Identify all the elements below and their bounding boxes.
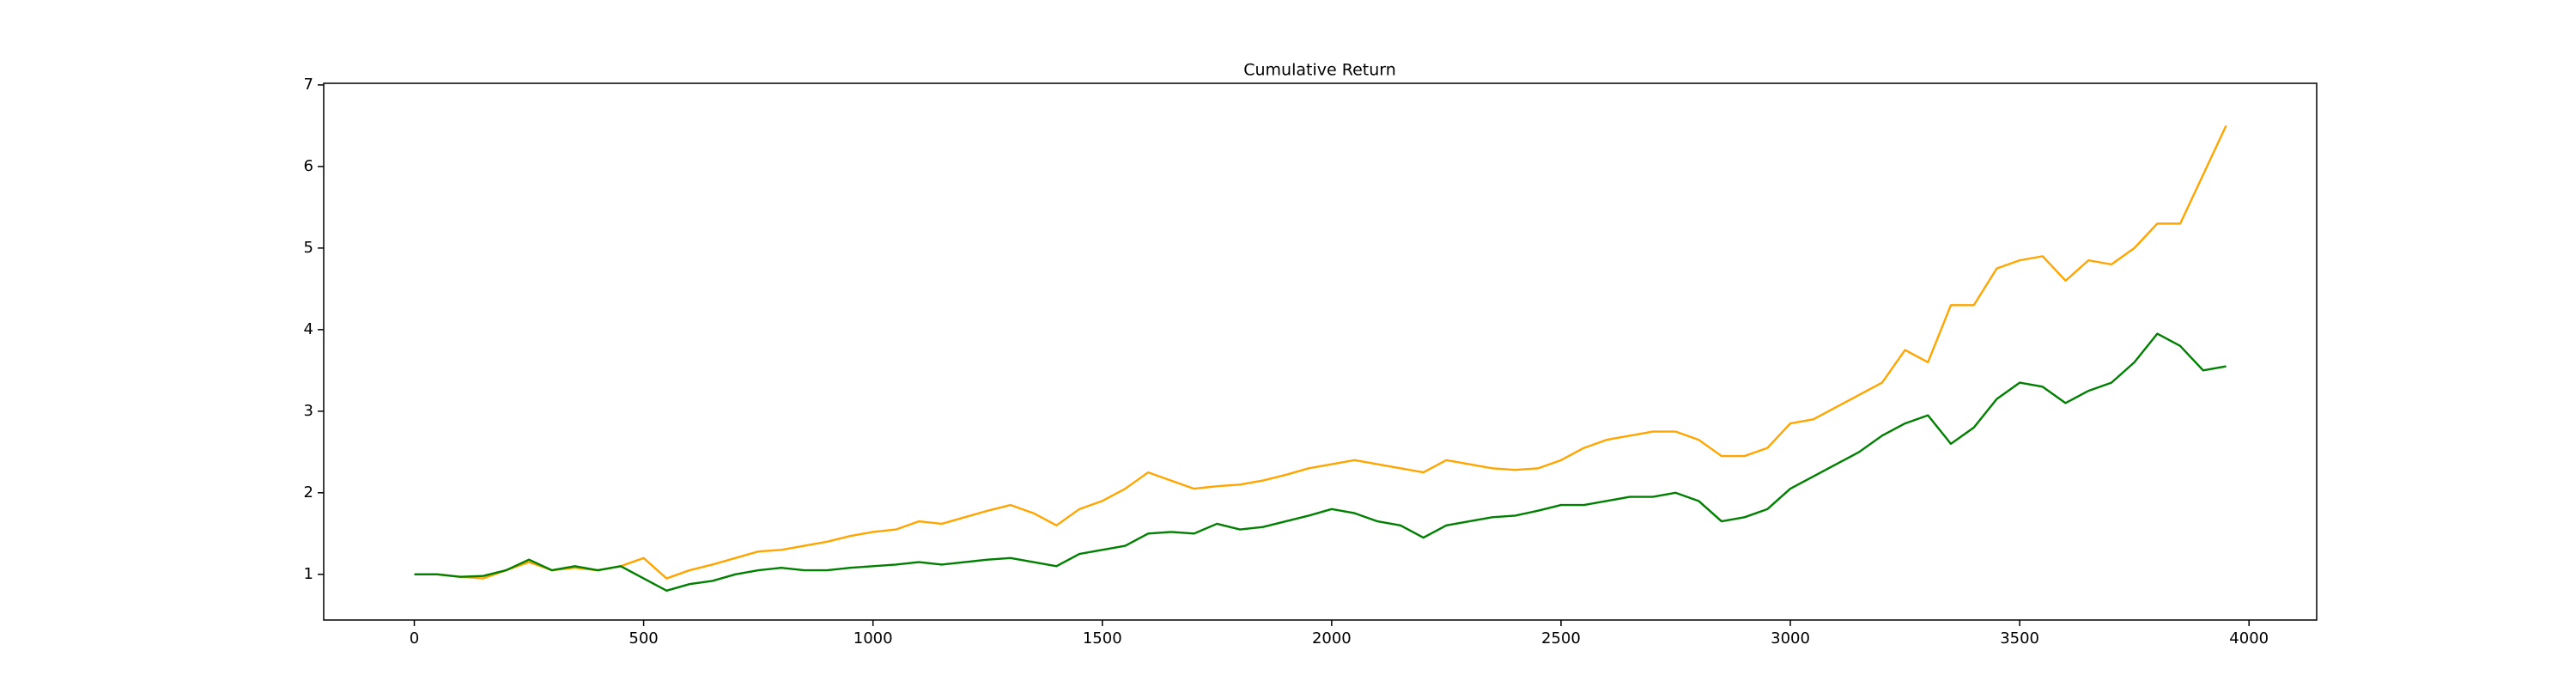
x-tick-label: 4000 <box>2229 629 2269 647</box>
x-tick-label: 2500 <box>1541 629 1581 647</box>
x-tick-label: 1000 <box>854 629 893 647</box>
line-series <box>414 125 2227 580</box>
axes-frame <box>323 82 2318 621</box>
x-tick-label: 3500 <box>2000 629 2039 647</box>
chart-title: Cumulative Return <box>1243 61 1396 80</box>
y-tick-label: 2 <box>304 483 313 502</box>
x-tick-label: 3000 <box>1771 629 1810 647</box>
y-tick-label: 3 <box>304 402 313 420</box>
y-tick-label: 7 <box>304 76 313 94</box>
y-tick-label: 1 <box>304 565 313 583</box>
x-tick-label: 1500 <box>1083 629 1122 647</box>
y-tick-label: 6 <box>304 157 313 175</box>
x-tick-label: 2000 <box>1312 629 1352 647</box>
x-tick-label: 500 <box>629 629 658 647</box>
y-tick-label: 4 <box>304 320 313 338</box>
x-tick-label: 0 <box>410 629 419 647</box>
line-series <box>414 332 2227 593</box>
y-tick-label: 5 <box>304 239 313 257</box>
